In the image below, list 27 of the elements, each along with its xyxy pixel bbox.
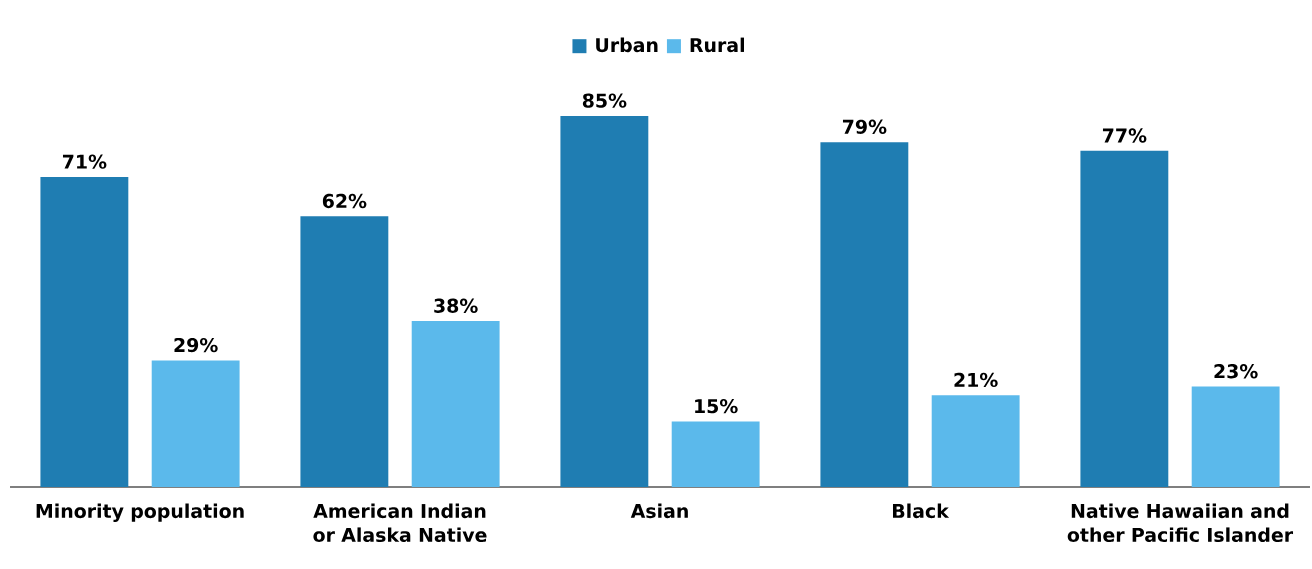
- data-label: 15%: [695, 398, 738, 414]
- bar: [1080, 150, 1169, 487]
- data-label: 21%: [954, 372, 998, 388]
- bar: [151, 360, 240, 487]
- bar: [1191, 386, 1280, 487]
- data-label: 77%: [1102, 128, 1147, 143]
- bar: [560, 115, 649, 487]
- x-tick-label: American Indian or Alaska Native: [313, 503, 487, 543]
- bar: [671, 421, 760, 487]
- x-tick-label: Native Hawaiian and other Pacific Islander: [1067, 503, 1294, 543]
- x-tick-label: Minority population: [36, 503, 244, 522]
- data-label: 38%: [434, 298, 478, 313]
- data-label: 71%: [62, 154, 107, 169]
- bar: [411, 321, 500, 487]
- data-label: 23%: [1214, 364, 1258, 379]
- bar: [820, 142, 909, 487]
- data-label: 62%: [322, 193, 367, 209]
- legend-label: Rural: [690, 37, 744, 53]
- x-tick-label: Black: [892, 503, 950, 519]
- data-label: 85%: [582, 93, 627, 108]
- x-tick-label: Asian: [630, 503, 688, 519]
- data-label: 79%: [842, 119, 887, 134]
- data-label: 29%: [174, 337, 218, 353]
- bar: [931, 395, 1020, 487]
- bar: [300, 216, 389, 487]
- legend-label: Urban: [596, 37, 658, 53]
- bar: [40, 177, 129, 487]
